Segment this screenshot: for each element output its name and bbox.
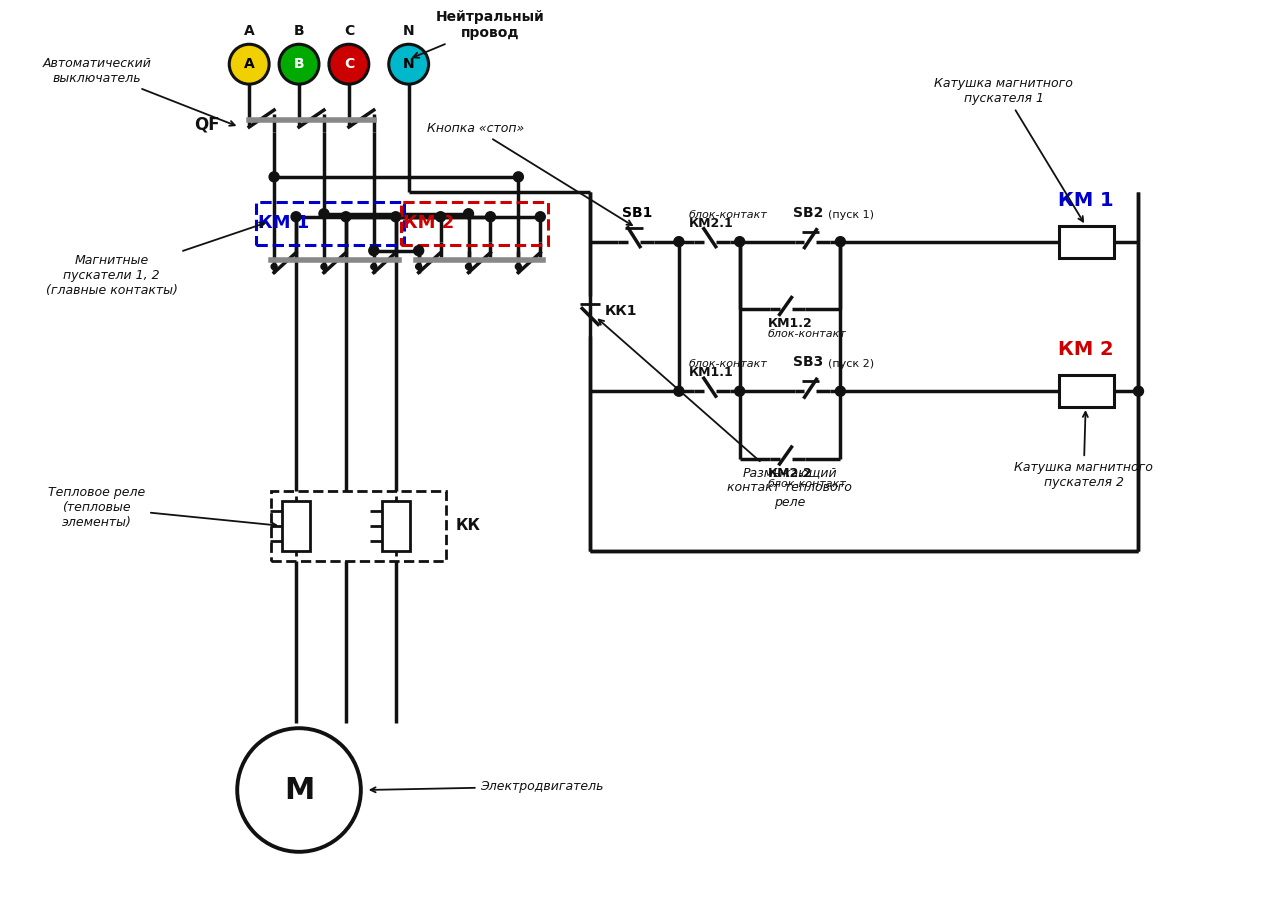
Circle shape: [734, 386, 744, 396]
Circle shape: [291, 212, 301, 222]
Text: КМ 1: КМ 1: [258, 215, 309, 232]
Text: (пуск 1): (пуск 1): [829, 210, 875, 220]
Text: A: A: [244, 24, 254, 39]
Circle shape: [230, 44, 269, 84]
Circle shape: [238, 729, 361, 852]
Text: Нейтральный
провод: Нейтральный провод: [414, 10, 545, 58]
Text: КМ1.2: КМ1.2: [767, 318, 812, 331]
Circle shape: [674, 386, 684, 396]
Circle shape: [466, 263, 471, 270]
Text: блок-контакт: блок-контакт: [688, 359, 767, 369]
Circle shape: [734, 237, 744, 247]
Text: КМ 1: КМ 1: [1057, 191, 1114, 210]
Circle shape: [416, 263, 421, 270]
Circle shape: [1134, 386, 1143, 396]
Circle shape: [271, 263, 277, 270]
Text: N: N: [402, 57, 415, 71]
Text: М: М: [283, 775, 314, 805]
Text: блок-контакт: блок-контакт: [767, 330, 847, 340]
Text: Магнитные
пускатели 1, 2
(главные контакты): Магнитные пускатели 1, 2 (главные контак…: [46, 223, 264, 297]
Circle shape: [319, 209, 329, 218]
Circle shape: [516, 263, 521, 270]
Text: Размыкающий
контакт теплового
реле: Размыкающий контакт теплового реле: [599, 320, 852, 509]
Text: Автоматический
выключатель: Автоматический выключатель: [42, 57, 235, 126]
Circle shape: [414, 246, 424, 256]
Text: (пуск 2): (пуск 2): [829, 359, 875, 369]
Circle shape: [388, 44, 429, 84]
Text: SB1: SB1: [622, 205, 653, 220]
Text: КМ 2: КМ 2: [402, 215, 453, 232]
Circle shape: [321, 263, 327, 270]
Text: КМ2.1: КМ2.1: [688, 216, 733, 229]
Text: B: B: [294, 57, 304, 71]
Text: КМ1.1: КМ1.1: [688, 367, 733, 379]
Text: N: N: [402, 24, 415, 39]
Bar: [1059, 375, 1114, 407]
Bar: [282, 501, 310, 551]
Circle shape: [485, 212, 495, 222]
Circle shape: [513, 172, 524, 181]
Text: Электродвигатель: Электродвигатель: [370, 780, 604, 793]
Text: C: C: [344, 24, 354, 39]
Text: B: B: [294, 24, 304, 39]
Text: SB3: SB3: [793, 356, 822, 369]
Text: SB2: SB2: [793, 205, 822, 220]
Circle shape: [329, 44, 369, 84]
Text: блок-контакт: блок-контакт: [688, 210, 767, 220]
Text: КМ 2: КМ 2: [1057, 340, 1114, 359]
Circle shape: [341, 212, 351, 222]
Circle shape: [835, 237, 845, 247]
Circle shape: [835, 386, 845, 396]
Circle shape: [464, 209, 474, 218]
Text: Тепловое реле
(тепловые
элементы): Тепловое реле (тепловые элементы): [49, 485, 276, 529]
Text: КК1: КК1: [605, 305, 637, 319]
Text: блок-контакт: блок-контакт: [767, 479, 847, 489]
Text: QF: QF: [194, 115, 220, 133]
Circle shape: [674, 237, 684, 247]
Text: Катушка магнитного
пускателя 2: Катушка магнитного пускателя 2: [1014, 412, 1153, 489]
Circle shape: [535, 212, 545, 222]
Circle shape: [435, 212, 446, 222]
Text: C: C: [344, 57, 354, 71]
Text: КК: КК: [456, 519, 480, 533]
Text: Катушка магнитного
пускателя 1: Катушка магнитного пускателя 1: [935, 77, 1083, 222]
Circle shape: [280, 44, 319, 84]
Bar: [382, 501, 410, 551]
Circle shape: [391, 212, 401, 222]
Text: Кнопка «стоп»: Кнопка «стоп»: [427, 122, 632, 225]
Circle shape: [369, 246, 379, 256]
Text: КМ2.2: КМ2.2: [767, 467, 812, 480]
Bar: [1059, 226, 1114, 258]
Circle shape: [370, 263, 377, 270]
Text: A: A: [244, 57, 254, 71]
Circle shape: [269, 172, 280, 181]
